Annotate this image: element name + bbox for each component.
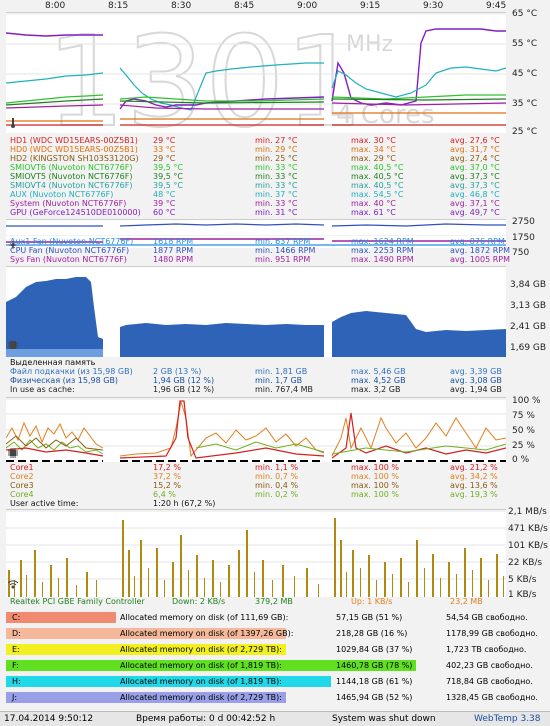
disk-used: 1029,84 GB (37 %) [336,645,413,654]
disk-label: Allocated memory on disk (of 1,819 TB): [120,661,282,670]
network-icon [8,580,18,589]
net-up-total: 23,2 MB [450,597,483,606]
net-adapter-name: Realtek PCI GBE Family Controller [10,597,145,606]
watermark-digits: 1301 [46,13,364,133]
time-tick: 8:15 [108,1,129,11]
time-tick: 9:00 [297,1,318,11]
time-tick: 8:45 [234,1,255,11]
fan-axis-label: 2750 [512,217,535,227]
disk-row-c: C: Allocated memory on disk (of 111,69 G… [6,611,544,624]
status-bar: 17.04.2014 9:50:12 Время работы: 0 d 00:… [0,711,550,726]
memory-axis-label: 3,13 GB [510,301,547,311]
net-axis-label: 471 KB/s [508,524,548,534]
disk-usage-bar [6,692,286,703]
temp-axis-label: 45 °C [512,69,538,79]
disk-label: Allocated memory on disk (of 1397,26 GB)… [120,629,294,638]
disk-used: 57,15 GB (51 %) [336,613,403,622]
disk-label: Allocated memory on disk (of 1,819 TB): [120,677,282,686]
footer-datetime: 17.04.2014 9:50:12 [4,714,94,724]
net-down-total: 379,2 MB [255,597,293,606]
temp-axis-label: 35 °C [512,99,538,109]
net-axis-label: 1 KB/s [508,590,537,600]
temperature-graph: 1301 MHz 4 Cores [6,12,506,133]
footer-status: System was shut down [332,714,436,724]
disk-usage-bar [6,676,331,687]
disk-row-e: E: Allocated memory on disk (of 2,729 TB… [6,643,544,656]
memory-axis-label: 3,84 GB [510,280,547,290]
disk-letter: J: [12,693,18,702]
disk-row-j: J: Allocated memory on disk (of 2,729 TB… [6,691,544,704]
footer-uptime: Время работы: 0 d 00:42:52 h [136,714,276,724]
disk-used: 218,28 GB (16 %) [336,629,408,638]
memory-graph [6,266,506,357]
cpu-axis-label: 75 % [512,411,535,421]
disk-usage-bar [6,628,286,639]
temp-axis-label: 25 °C [512,127,538,137]
disk-usage-bar [6,612,116,623]
disk-letter: D: [12,629,21,638]
net-axis-label: 2,1 MB/s [508,507,547,517]
disk-free: 1,723 TB свободно. [446,645,527,654]
memory-chip-icon [8,341,18,349]
disk-free: 54,54 GB свободно. [446,613,528,622]
disk-used: 1144,18 GB (61 %) [336,677,413,686]
net-axis-label: 101 KB/s [508,541,548,551]
cpu-axis-label: 50 % [512,426,535,436]
disk-free: 1328,45 GB свободно. [446,693,538,702]
disk-free: 1178,99 GB свободно. [446,629,538,638]
cpu-axis-label: 100 % [512,396,541,406]
disk-label: Allocated memory on disk (of 2,729 TB): [120,693,282,702]
disk-usage-bar [6,660,416,671]
disk-label: Allocated memory on disk (of 111,69 GB): [120,613,289,622]
memory-axis-label: 1,69 GB [510,343,547,353]
disk-letter: F: [12,661,19,670]
cpu-load-graph [6,397,506,462]
fan-graph-lower [6,236,506,248]
cpu-icon [8,448,18,458]
disk-label: Allocated memory on disk (of 2,729 TB): [120,645,282,654]
memory-axis-label: 2,41 GB [510,322,547,332]
cpu-axis-label: 0 % [512,455,530,465]
time-tick: 9:45 [486,1,507,11]
net-axis-label: 22 KB/s [508,558,543,568]
fan-graph [6,219,506,235]
disk-free: 402,23 GB свободно. [446,661,533,670]
time-axis: 8:00 8:15 8:30 8:45 9:00 9:15 9:30 9:45 [0,0,550,12]
thermometer-icon [11,118,15,128]
temp-axis-label: 65 °C [512,9,538,19]
time-tick: 9:30 [423,1,444,11]
disk-used: 1465,94 GB (52 %) [336,693,413,702]
temp-axis-label: 55 °C [512,39,538,49]
disk-row-f: F: Allocated memory on disk (of 1,819 TB… [6,659,544,672]
net-down: Down: 2 KB/s [172,597,226,606]
disk-row-d: D: Allocated memory on disk (of 1397,26 … [6,627,544,640]
fan-axis-label: 750 [512,248,530,258]
time-tick: 8:00 [45,1,66,11]
disk-row-h: H: Allocated memory on disk (of 1,819 TB… [6,675,544,688]
time-tick: 8:30 [171,1,192,11]
disk-letter: H: [12,677,21,686]
disk-used: 1460,78 GB (78 %) [336,661,413,670]
net-up: Up: 1 KB/s [351,597,393,606]
fan-icon [8,240,18,250]
network-graph [6,509,506,597]
net-axis-label: 5 KB/s [508,575,537,585]
cpu-axis-label: 25 % [512,441,535,451]
disk-letter: C: [12,613,21,622]
time-tick: 9:15 [360,1,381,11]
disk-usage-bar [6,644,286,655]
memory-title: Выделенная память [10,358,96,367]
footer-app-name: WebTemp 3.38 [474,714,541,724]
disk-free: 718,84 GB свободно. [446,677,533,686]
fan-axis-label: 1750 [512,233,535,243]
disk-letter: E: [12,645,20,654]
